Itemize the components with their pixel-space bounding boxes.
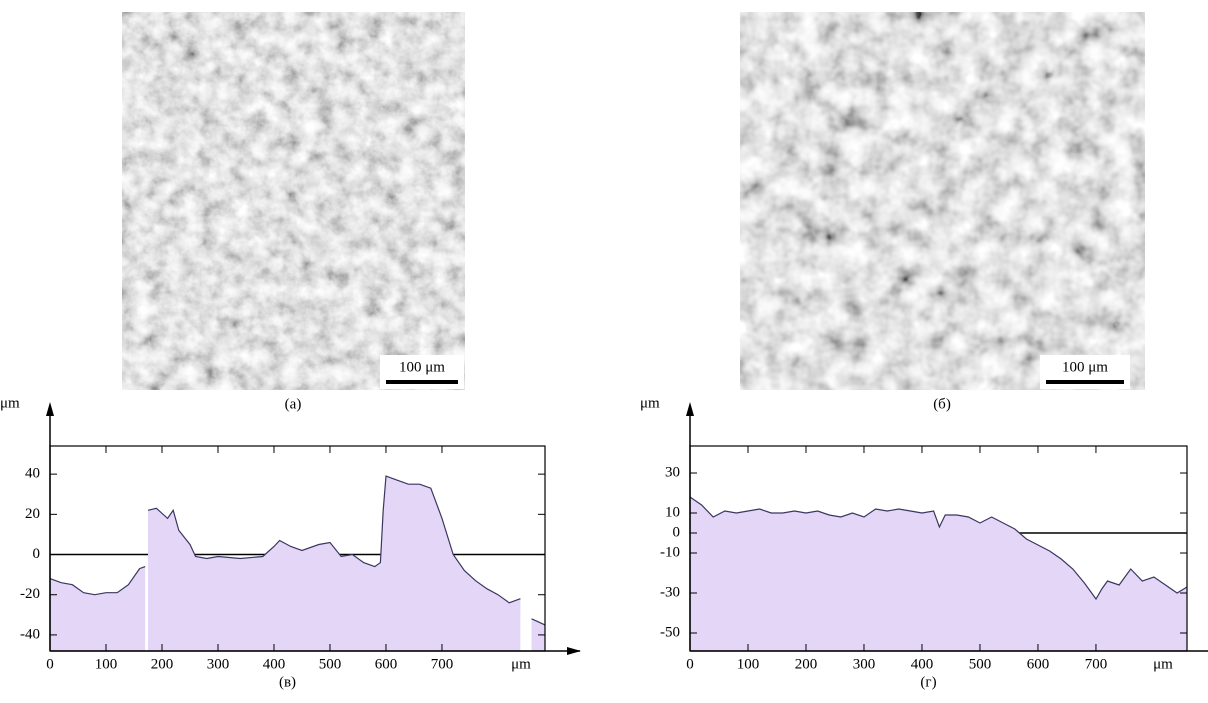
caption: (б) [933,396,951,412]
x-tick-label: 400 [911,656,934,672]
x-tick-label: 300 [207,656,230,672]
y-tick-label: 0 [33,546,41,562]
y-tick-label: 40 [25,466,40,482]
x-tick-label: 400 [263,656,286,672]
y-axis-label: μm [0,395,20,411]
x-tick-label: 200 [795,656,818,672]
x-axis-label: μm [511,656,531,672]
x-tick-label: 100 [737,656,760,672]
y-tick-label: 30 [665,464,680,480]
x-tick-label: 700 [1085,656,1108,672]
y-axis-arrow [686,402,694,416]
y-tick-label: -30 [660,584,680,600]
y-tick-label: 20 [25,506,40,522]
figure: 100 μm 100 μm (а) (б) μmμm-40-2002040010… [0,0,1208,698]
area-fill [50,567,145,651]
x-tick-label: 300 [853,656,876,672]
x-tick-label: 200 [151,656,174,672]
y-tick-label: -50 [660,624,680,640]
scale-bar-label: 100 μm [399,359,445,375]
caption: (а) [285,396,302,412]
area-fill [690,497,1187,651]
x-tick-label: 500 [969,656,992,672]
x-axis-label: μm [1153,656,1173,672]
caption: (в) [279,674,296,690]
sem-image [122,12,465,390]
x-tick-label: 600 [375,656,398,672]
y-tick-label: -40 [20,626,40,642]
y-axis-label: μm [640,395,660,411]
x-tick-label: 500 [319,656,342,672]
scale-bar-label: 100 μm [1062,359,1108,375]
sem-image [740,12,1145,390]
x-tick-label: 0 [686,656,694,672]
x-axis-arrow [567,647,581,655]
y-tick-label: 0 [673,524,681,540]
caption: (г) [920,674,936,690]
x-tick-label: 600 [1027,656,1050,672]
x-tick-label: 700 [431,656,454,672]
y-tick-label: 10 [665,504,680,520]
y-tick-label: -20 [20,586,40,602]
x-tick-label: 100 [95,656,118,672]
area-fill [148,476,520,651]
y-tick-label: -10 [660,544,680,560]
x-tick-label: 0 [46,656,54,672]
y-axis-arrow [46,402,54,416]
